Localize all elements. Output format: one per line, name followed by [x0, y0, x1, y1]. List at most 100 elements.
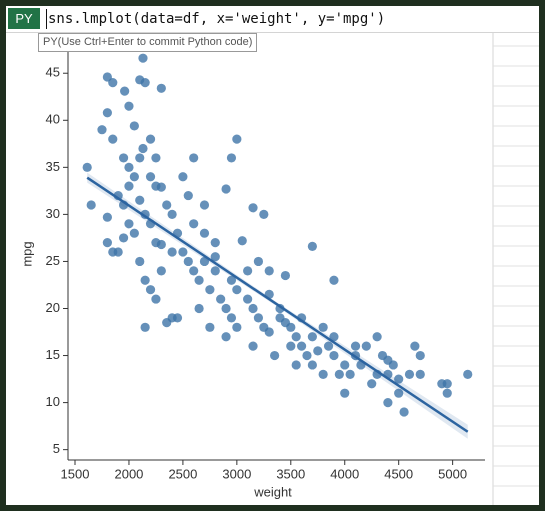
point	[205, 322, 215, 332]
y-tick-label: 20	[46, 300, 60, 315]
point	[345, 369, 355, 379]
x-tick-label: 4000	[330, 466, 359, 481]
point	[135, 256, 145, 267]
point	[162, 318, 172, 328]
point	[291, 360, 301, 370]
point	[286, 341, 296, 351]
point	[264, 327, 274, 337]
point	[340, 360, 350, 370]
point	[232, 134, 242, 144]
point	[183, 190, 193, 201]
point	[167, 209, 177, 219]
point	[383, 397, 393, 408]
point	[226, 313, 237, 323]
x-axis-label: weight	[253, 484, 292, 499]
point	[118, 233, 129, 243]
point	[118, 153, 129, 163]
point	[318, 322, 328, 332]
point	[367, 379, 377, 389]
point	[404, 369, 415, 379]
point	[270, 350, 280, 361]
point	[329, 350, 339, 361]
point	[313, 346, 323, 356]
point	[129, 172, 139, 182]
python-badge[interactable]: PY	[8, 8, 40, 29]
point	[410, 341, 420, 351]
point	[259, 209, 269, 219]
point	[102, 108, 112, 118]
point	[264, 266, 274, 276]
point	[323, 341, 334, 351]
point	[189, 219, 199, 229]
point	[243, 294, 253, 304]
point	[140, 275, 150, 285]
point	[183, 256, 193, 267]
point	[280, 270, 291, 281]
y-tick-label: 45	[46, 65, 60, 80]
point	[138, 53, 148, 63]
point	[318, 369, 328, 379]
point	[226, 275, 237, 285]
point	[415, 350, 425, 361]
point	[221, 303, 231, 314]
point	[350, 341, 361, 351]
y-tick-label: 40	[46, 112, 60, 127]
point	[151, 238, 161, 248]
x-tick-label: 3500	[276, 466, 305, 481]
point	[156, 266, 166, 276]
point	[178, 172, 188, 182]
point	[82, 162, 92, 172]
point	[199, 200, 210, 210]
point	[156, 182, 166, 192]
y-tick-label: 15	[46, 347, 60, 362]
point	[162, 200, 172, 210]
point	[113, 247, 123, 257]
point	[361, 341, 371, 351]
point	[124, 181, 134, 191]
point	[124, 219, 134, 229]
point	[340, 388, 350, 398]
point	[302, 350, 312, 361]
point	[156, 83, 166, 93]
point	[199, 228, 210, 238]
point	[226, 153, 237, 163]
point	[221, 184, 231, 194]
point	[108, 134, 118, 144]
point	[138, 143, 148, 154]
point	[178, 247, 188, 257]
point	[205, 285, 215, 295]
point	[248, 203, 258, 213]
y-axis-label: mpg	[19, 241, 34, 266]
point	[189, 266, 199, 276]
formula-bar: PY sns.lmplot(data=df, x='weight', y='mp…	[6, 6, 539, 33]
y-tick-label: 5	[53, 441, 60, 456]
point	[329, 275, 339, 285]
x-tick-label: 1500	[61, 466, 90, 481]
x-tick-label: 2000	[114, 466, 143, 481]
point	[463, 369, 473, 379]
formula-text[interactable]: sns.lmplot(data=df, x='weight', y='mpg')	[46, 9, 386, 29]
point	[307, 332, 317, 342]
point	[442, 388, 452, 398]
point	[194, 303, 204, 314]
point	[172, 313, 183, 323]
x-tick-label: 4500	[384, 466, 413, 481]
point	[232, 322, 242, 332]
x-tick-label: 3000	[222, 466, 251, 481]
point	[140, 78, 150, 88]
point	[129, 228, 139, 238]
y-tick-label: 25	[46, 253, 60, 268]
point	[291, 332, 301, 342]
point	[167, 247, 177, 257]
y-tick-label: 10	[46, 394, 60, 409]
point	[145, 172, 156, 182]
point	[210, 266, 220, 276]
point	[210, 252, 220, 262]
point	[307, 360, 317, 370]
point	[151, 153, 161, 163]
point	[120, 86, 130, 96]
point	[135, 153, 145, 163]
tooltip: PY(Use Ctrl+Enter to commit Python code)	[38, 33, 258, 52]
point	[334, 369, 344, 379]
